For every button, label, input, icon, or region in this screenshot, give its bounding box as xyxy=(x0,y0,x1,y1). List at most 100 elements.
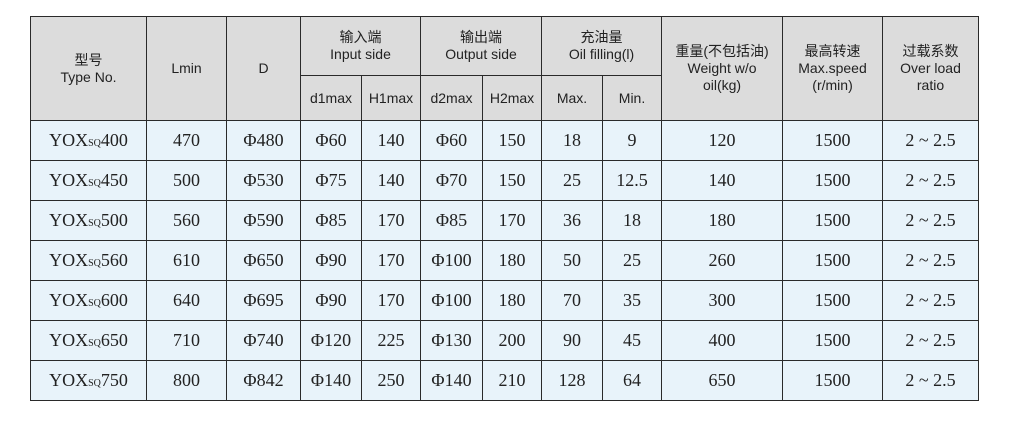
header-input-side-en: Input side xyxy=(330,46,391,62)
header-max-speed: 最高转速 Max.speed (r/min) xyxy=(782,16,884,121)
header-input-side-zh: 输入端 xyxy=(339,29,382,45)
type-subscript: SQ xyxy=(88,298,101,309)
type-prefix: YOX xyxy=(49,210,89,230)
header-oil-filling-zh: 充油量 xyxy=(580,29,623,45)
cell-oil-min: 18 xyxy=(602,200,663,241)
header-overload-en1: Over load xyxy=(900,60,961,76)
cell-type-no: YOXSQ750 xyxy=(30,360,147,401)
type-size: 650 xyxy=(100,330,128,350)
header-type-no: 型号 Type No. xyxy=(30,16,147,121)
cell-overload: 2 ~ 2.5 xyxy=(882,240,980,281)
header-max-speed-zh: 最高转速 xyxy=(804,43,861,59)
cell-type-no: YOXSQ500 xyxy=(30,200,147,241)
header-oil-min: Min. xyxy=(602,75,663,121)
type-size: 560 xyxy=(100,250,128,270)
header-d: D xyxy=(226,16,301,121)
header-overload-en2: ratio xyxy=(916,77,945,93)
cell-h1max: 225 xyxy=(361,320,421,361)
cell-h2max: 210 xyxy=(481,360,543,401)
spec-table: 型号 Type No. Lmin D 输入端 Input side 输出端 Outpu… xyxy=(30,16,980,401)
table-row: YOXSQ650 710 Φ740 Φ120 225 Φ130 200 90 45 400 1500… xyxy=(30,320,980,361)
cell-lmin: 710 xyxy=(146,320,227,361)
header-weight-en2: oil(kg) xyxy=(702,77,742,93)
type-subscript: SQ xyxy=(88,218,101,229)
cell-speed: 1500 xyxy=(782,280,884,321)
header-input-side: 输入端 Input side xyxy=(300,16,421,76)
cell-oil-min: 25 xyxy=(602,240,663,281)
header-type-no-en: Type No. xyxy=(60,68,117,85)
cell-type-no: YOXSQ400 xyxy=(30,120,147,161)
cell-d: Φ650 xyxy=(226,240,301,281)
type-size: 750 xyxy=(100,370,128,390)
header-weight-en1: Weight w/o xyxy=(687,60,757,76)
cell-weight: 180 xyxy=(661,200,784,241)
type-prefix: YOX xyxy=(49,330,89,350)
cell-overload: 2 ~ 2.5 xyxy=(882,360,980,401)
cell-h1max: 170 xyxy=(361,280,421,321)
cell-d: Φ480 xyxy=(226,120,301,161)
cell-h2max: 180 xyxy=(481,240,543,281)
type-subscript: SQ xyxy=(88,178,101,189)
cell-oil-min: 12.5 xyxy=(602,160,663,201)
header-max-speed-en1: Max.speed xyxy=(798,60,867,76)
header-oil-max: Max. xyxy=(541,75,604,121)
cell-lmin: 610 xyxy=(146,240,227,281)
cell-overload: 2 ~ 2.5 xyxy=(882,280,980,321)
cell-weight: 650 xyxy=(661,360,784,401)
header-weight: 重量(不包括油) Weight w/o oil(kg) xyxy=(661,16,784,121)
cell-lmin: 800 xyxy=(146,360,227,401)
cell-d: Φ740 xyxy=(226,320,301,361)
table-row: YOXSQ400 470 Φ480 Φ60 140 Φ60 150 18 9 120 1500 2 ~… xyxy=(30,120,980,161)
cell-h1max: 140 xyxy=(361,120,421,161)
table-row: YOXSQ450 500 Φ530 Φ75 140 Φ70 150 25 12.5 140 1500… xyxy=(30,160,980,201)
cell-d1max: Φ75 xyxy=(300,160,362,201)
type-size: 600 xyxy=(100,290,128,310)
header-h2max: H2max xyxy=(481,75,543,121)
cell-speed: 1500 xyxy=(782,160,884,201)
cell-oil-max: 25 xyxy=(541,160,604,201)
cell-d1max: Φ90 xyxy=(300,280,362,321)
cell-h2max: 150 xyxy=(481,120,543,161)
header-type-no-zh: 型号 xyxy=(74,51,103,68)
cell-lmin: 470 xyxy=(146,120,227,161)
header-output-side-zh: 输出端 xyxy=(460,29,502,45)
header-overload-zh: 过载系数 xyxy=(902,43,959,59)
header-oil-filling-en: Oil filling(l) xyxy=(568,46,635,62)
header-output-side: 输出端 Output side xyxy=(419,16,543,76)
type-prefix: YOX xyxy=(49,170,89,190)
cell-d: Φ695 xyxy=(226,280,301,321)
cell-d1max: Φ140 xyxy=(300,360,362,401)
type-size: 450 xyxy=(100,170,128,190)
cell-d: Φ842 xyxy=(226,360,301,401)
type-prefix: YOX xyxy=(49,370,89,390)
cell-oil-max: 90 xyxy=(541,320,604,361)
cell-oil-max: 70 xyxy=(541,280,604,321)
cell-d2max: Φ85 xyxy=(420,200,483,241)
cell-d2max: Φ100 xyxy=(420,280,483,321)
cell-weight: 140 xyxy=(661,160,784,201)
type-subscript: SQ xyxy=(88,258,101,269)
cell-d: Φ590 xyxy=(226,200,301,241)
cell-weight: 300 xyxy=(661,280,784,321)
cell-lmin: 560 xyxy=(146,200,227,241)
cell-h2max: 180 xyxy=(481,280,543,321)
cell-overload: 2 ~ 2.5 xyxy=(882,160,980,201)
cell-d1max: Φ60 xyxy=(300,120,362,161)
cell-d2max: Φ70 xyxy=(420,160,483,201)
cell-oil-max: 50 xyxy=(541,240,604,281)
type-prefix: YOX xyxy=(49,250,89,270)
cell-d2max: Φ140 xyxy=(420,360,483,401)
cell-overload: 2 ~ 2.5 xyxy=(882,120,980,161)
cell-weight: 120 xyxy=(661,120,784,161)
cell-speed: 1500 xyxy=(782,200,884,241)
type-subscript: SQ xyxy=(88,378,101,389)
cell-type-no: YOXSQ450 xyxy=(30,160,147,201)
cell-h2max: 150 xyxy=(481,160,543,201)
header-d2max: d2max xyxy=(420,75,483,121)
type-prefix: YOX xyxy=(49,130,89,150)
cell-h1max: 170 xyxy=(361,240,421,281)
header-weight-zh: 重量(不包括油) xyxy=(675,43,769,59)
cell-oil-max: 36 xyxy=(541,200,604,241)
header-output-side-en: Output side xyxy=(445,46,517,62)
cell-oil-min: 35 xyxy=(602,280,663,321)
